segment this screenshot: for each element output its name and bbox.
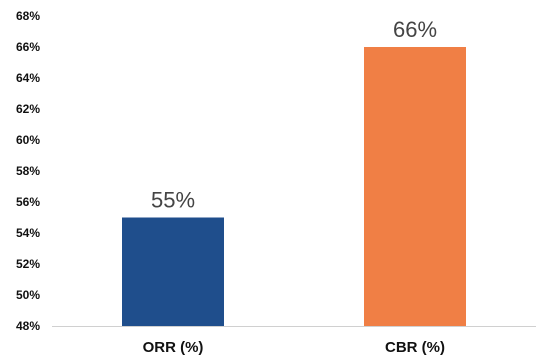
y-tick-label: 62% <box>16 102 40 116</box>
bar <box>122 217 224 326</box>
data-label: 66% <box>393 17 437 42</box>
y-tick-label: 68% <box>16 9 40 23</box>
data-labels: 55% 66% <box>151 17 437 213</box>
bars <box>122 47 466 326</box>
y-tick-label: 50% <box>16 288 40 302</box>
y-tick-label: 66% <box>16 40 40 54</box>
y-tick-label: 48% <box>16 319 40 333</box>
y-tick-label: 54% <box>16 226 40 240</box>
y-tick-label: 52% <box>16 257 40 271</box>
y-tick-label: 60% <box>16 133 40 147</box>
y-tick-label: 64% <box>16 71 40 85</box>
y-tick-label: 56% <box>16 195 40 209</box>
bar <box>364 47 466 326</box>
x-tick-label: CBR (%) <box>385 339 445 356</box>
y-tick-label: 58% <box>16 164 40 178</box>
x-tick-label: ORR (%) <box>143 339 204 356</box>
x-axis: ORR (%) CBR (%) <box>143 339 445 356</box>
data-label: 55% <box>151 188 195 213</box>
y-axis: 48% 50% 52% 54% 56% 58% 60% 62% 64% 66% 68% <box>16 9 40 333</box>
